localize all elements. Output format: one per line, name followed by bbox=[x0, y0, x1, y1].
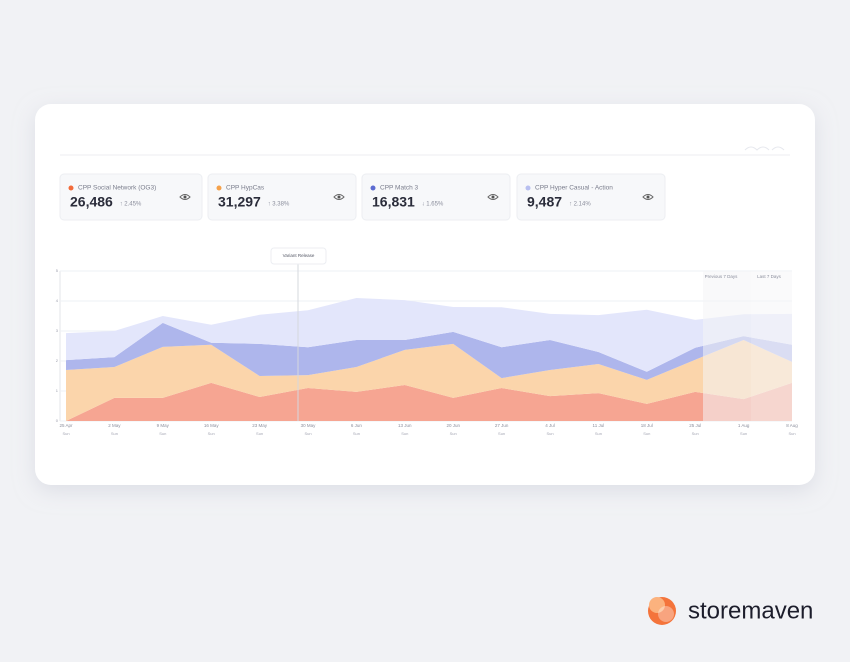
card-label: CPP HypCas bbox=[226, 185, 265, 192]
x-tick-sublabel: Sun bbox=[256, 431, 263, 436]
x-tick-sublabel: Sun bbox=[353, 431, 360, 436]
x-tick-sublabel: Sun bbox=[740, 431, 747, 436]
x-tick-sublabel: Sun bbox=[692, 431, 699, 436]
legend-dot bbox=[370, 185, 376, 191]
eye-icon bbox=[333, 194, 345, 200]
x-tick-label: 9 May bbox=[157, 423, 170, 428]
x-tick-label: 13 Jun bbox=[398, 423, 412, 428]
x-tick-sublabel: Sun bbox=[498, 431, 505, 436]
card-label: CPP Hyper Casual - Action bbox=[535, 185, 613, 192]
x-tick-sublabel: Sun bbox=[643, 431, 650, 436]
card-label: CPP Social Network (OG3) bbox=[78, 185, 156, 192]
period-label: Last 7 Days bbox=[757, 274, 782, 279]
x-tick-sublabel: Sun bbox=[159, 431, 166, 436]
y-tick-label: 3 bbox=[56, 328, 59, 333]
card-change: ↓ 1.65% bbox=[422, 202, 444, 208]
card-value: 31,297 bbox=[218, 194, 261, 210]
legend-dot bbox=[68, 185, 74, 191]
x-tick-label: 1 Aug bbox=[738, 423, 750, 428]
x-tick-label: 6 Jun bbox=[351, 423, 363, 428]
y-tick-label: 0 bbox=[56, 418, 59, 423]
y-tick-label: 4 bbox=[56, 298, 59, 303]
area bbox=[66, 322, 792, 380]
eye-icon bbox=[642, 194, 654, 200]
cards: CPP Social Network (OG3) 26,486 ↑ 2.45% CPP… bbox=[59, 173, 666, 221]
area bbox=[66, 382, 792, 421]
annotation-label: Variant Release bbox=[283, 253, 315, 258]
period-label: Previous 7 Days bbox=[705, 274, 739, 279]
eye-pupil bbox=[491, 195, 495, 199]
legend-dot bbox=[525, 185, 531, 191]
toggle-icon bbox=[744, 146, 785, 151]
x-tick-sublabel: Sun bbox=[595, 431, 602, 436]
x-tick-label: 25 Jul bbox=[689, 423, 701, 428]
metric-card bbox=[361, 173, 511, 221]
card-change: ↑ 2.14% bbox=[569, 202, 591, 208]
period-shade bbox=[703, 271, 751, 421]
x-tick-sublabel: Sun bbox=[111, 431, 118, 436]
eye-pupil bbox=[337, 195, 341, 199]
eye-icon bbox=[487, 194, 499, 200]
x-tick-label: 4 Jul bbox=[545, 423, 555, 428]
y-tick-label: 1 bbox=[56, 388, 59, 393]
card-change: ↑ 3.38% bbox=[268, 202, 290, 208]
brand-logo: storemaven bbox=[648, 597, 813, 625]
x-tick-label: 2 May bbox=[108, 423, 121, 428]
x-tick-sublabel: Sun bbox=[208, 431, 215, 436]
y-tick-label: 5 bbox=[56, 268, 59, 273]
card-label: CPP Match 3 bbox=[380, 185, 419, 192]
eye-icon bbox=[179, 194, 191, 200]
card-value: 16,831 bbox=[372, 194, 415, 210]
card-value: 26,486 bbox=[70, 194, 113, 210]
x-tick-sublabel: Sun bbox=[401, 431, 408, 436]
x-tick-sublabel: Sun bbox=[304, 431, 311, 436]
metric-card bbox=[207, 173, 357, 221]
legend-dot bbox=[216, 185, 222, 191]
area bbox=[66, 298, 792, 372]
brand-name: storemaven bbox=[688, 597, 813, 624]
metric-card bbox=[516, 173, 666, 221]
x-tick-label: 20 Jun bbox=[446, 423, 460, 428]
chart: 0 1 2 3 4 5 25 Apr Sun 2 May Sun 9 May Sun 16 May Sun… bbox=[56, 247, 798, 436]
x-tick-label: 30 May bbox=[301, 423, 317, 428]
x-tick-sublabel: Sun bbox=[788, 431, 795, 436]
metric-card bbox=[59, 173, 203, 221]
x-tick-label: 11 Jul bbox=[593, 423, 605, 428]
x-tick-label: 18 Jul bbox=[641, 423, 653, 428]
period-shade bbox=[751, 271, 792, 421]
card-change: ↑ 2.45% bbox=[120, 202, 142, 208]
x-tick-label: 23 May bbox=[252, 423, 268, 428]
x-tick-sublabel: Sun bbox=[546, 431, 553, 436]
annotation-box bbox=[270, 247, 327, 265]
eye-pupil bbox=[646, 195, 650, 199]
x-tick-sublabel: Sun bbox=[62, 431, 69, 436]
area bbox=[66, 340, 792, 421]
x-tick-label: 27 Jun bbox=[495, 423, 509, 428]
card-value: 9,487 bbox=[527, 194, 562, 210]
x-tick-label: 25 Apr bbox=[59, 423, 73, 428]
eye-pupil bbox=[183, 195, 187, 199]
x-tick-sublabel: Sun bbox=[450, 431, 457, 436]
x-tick-label: 8 Aug bbox=[786, 423, 798, 428]
x-tick-label: 16 May bbox=[204, 423, 220, 428]
y-tick-label: 2 bbox=[56, 358, 59, 363]
